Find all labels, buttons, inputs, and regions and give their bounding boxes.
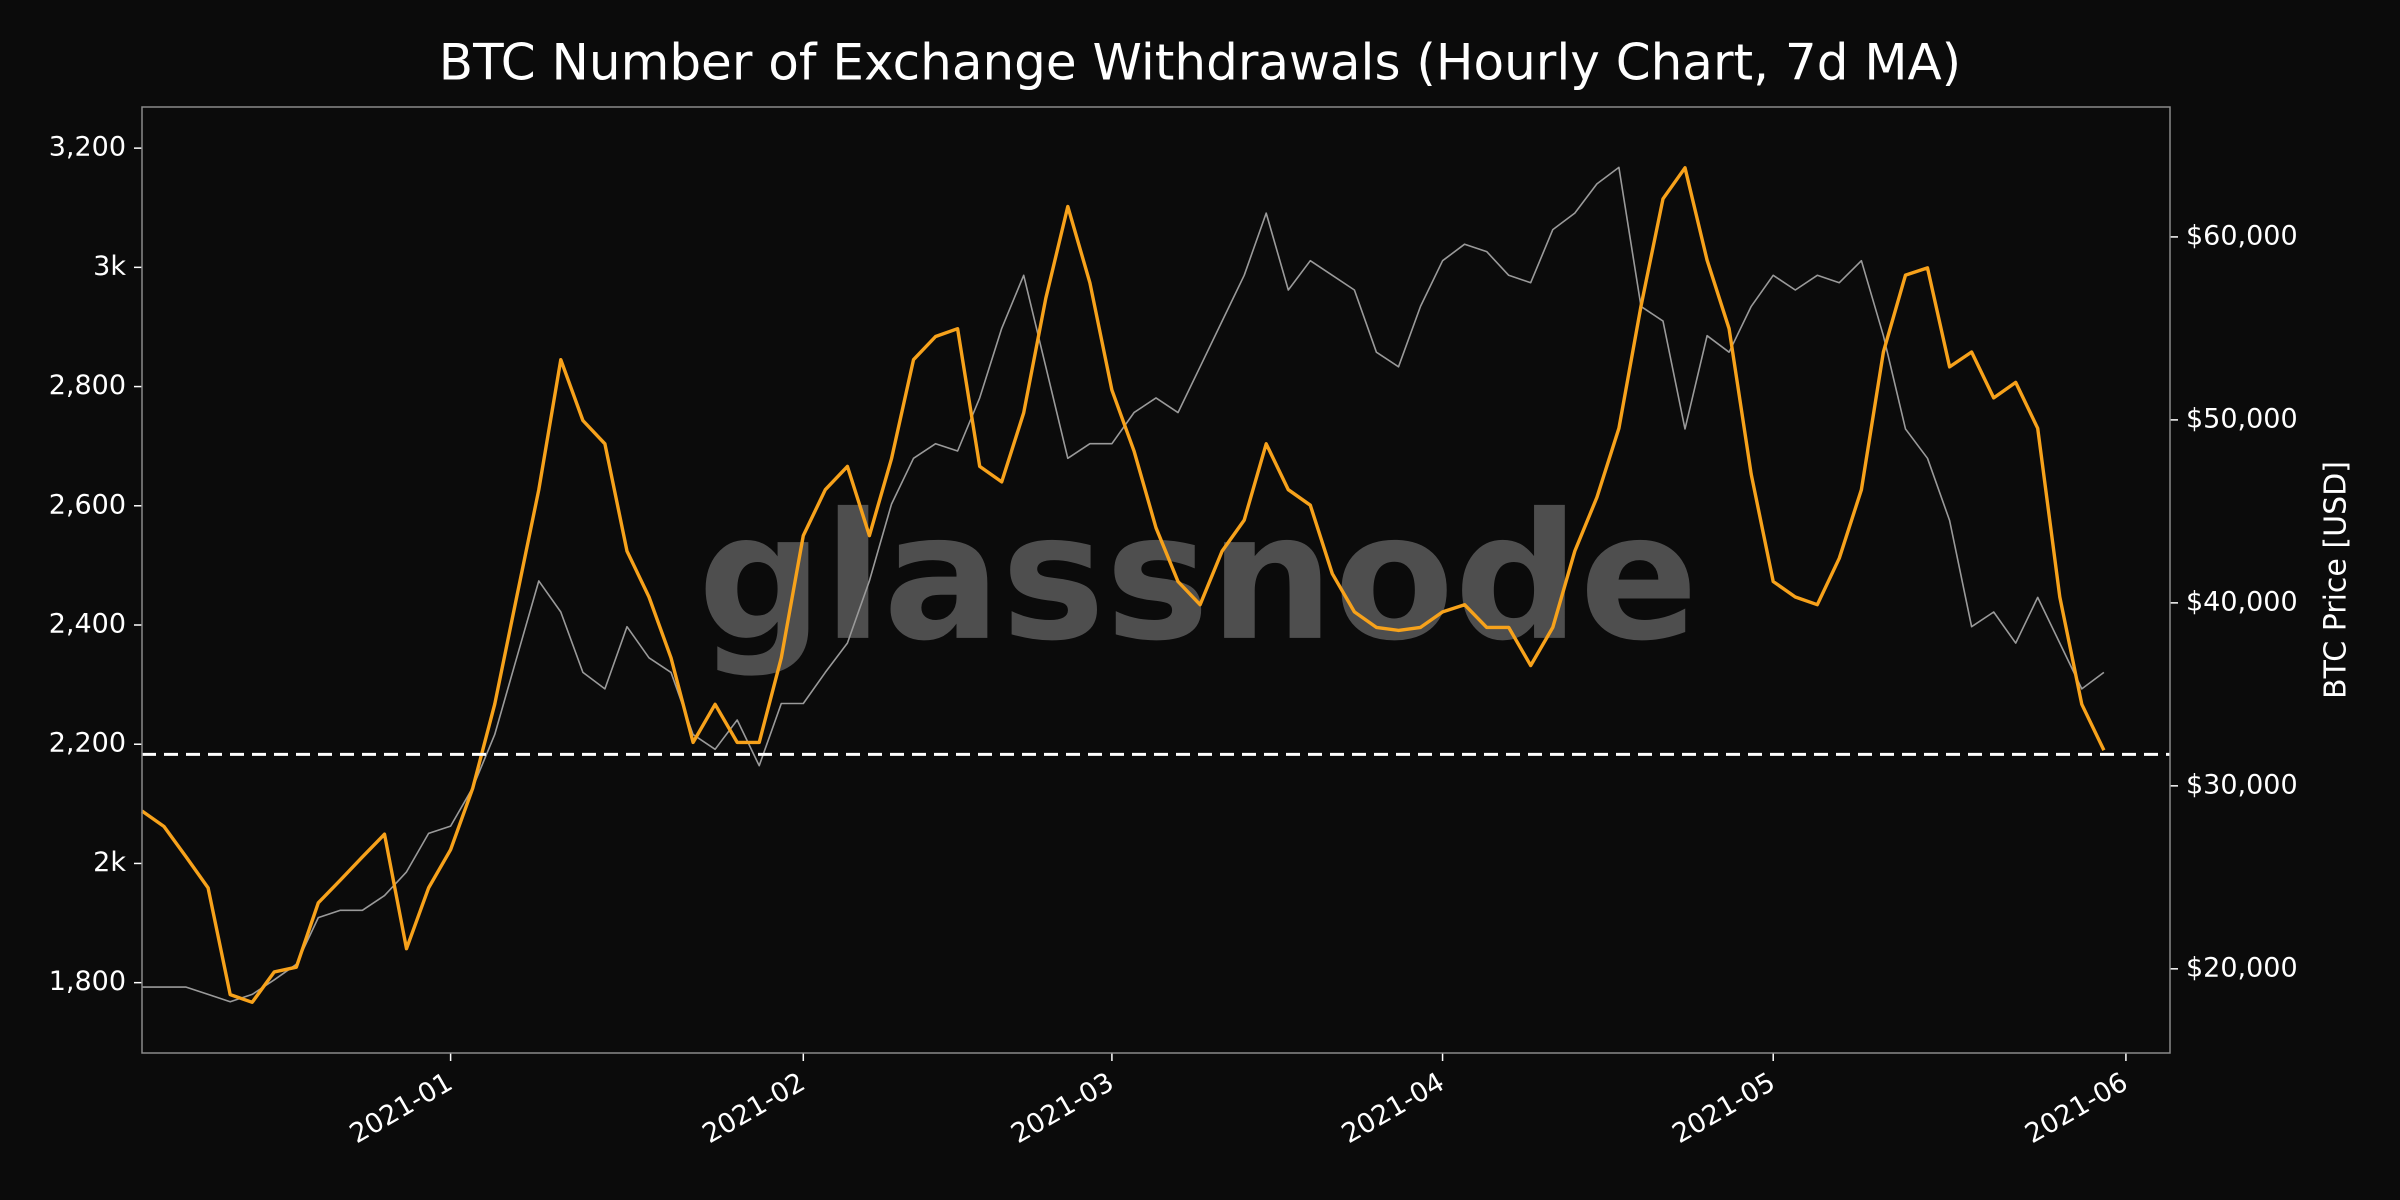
y-tick-label: 2,200 <box>49 728 126 759</box>
y2-tick-label: $40,000 <box>2186 586 2298 617</box>
watermark: glassnode <box>698 477 1698 680</box>
y-tick-label: 2k <box>93 847 126 878</box>
y-tick-label: 3,200 <box>49 132 126 163</box>
series-line <box>141 166 2106 1004</box>
y2-axis-label: BTC Price [USD] <box>2319 461 2354 699</box>
y2-tick-label: $30,000 <box>2186 769 2298 800</box>
y-tick-label: 3k <box>93 251 126 282</box>
y2-tick-label: $20,000 <box>2186 952 2298 983</box>
y-tick-label: 2,400 <box>49 609 126 640</box>
y2-tick-label: $60,000 <box>2186 220 2298 251</box>
y2-tick-label: $50,000 <box>2186 403 2298 434</box>
y-tick-label: 2,600 <box>49 489 126 520</box>
plot-frame <box>141 106 2171 1054</box>
y-tick-label: 1,800 <box>49 966 126 997</box>
chart-title: BTC Number of Exchange Withdrawals (Hour… <box>439 34 1961 92</box>
y-tick-label: 2,800 <box>49 370 126 401</box>
